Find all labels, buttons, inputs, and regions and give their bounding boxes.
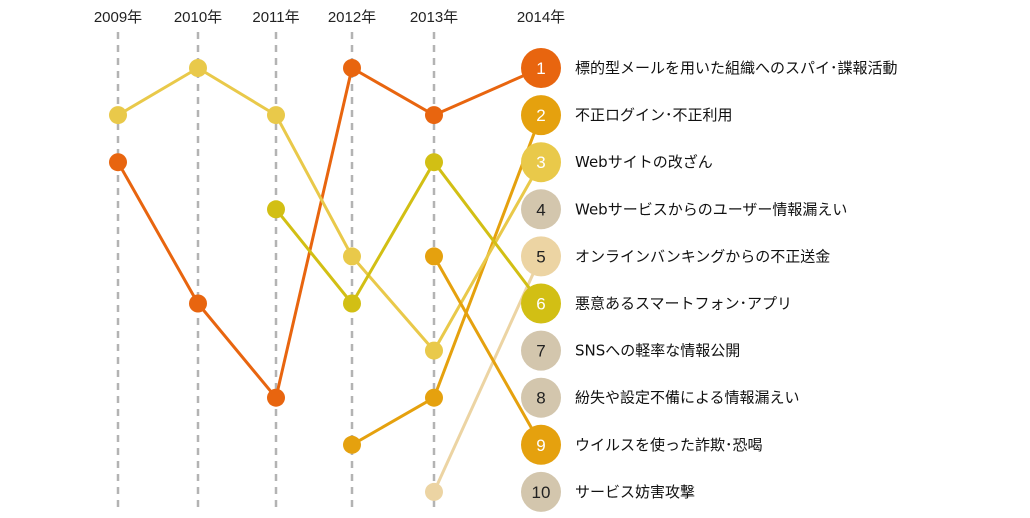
rank-label-2: 不正ログイン･不正利用 xyxy=(575,106,733,124)
point-3-2 xyxy=(267,106,285,125)
rank-badge-10 xyxy=(521,471,561,512)
series-line-1 xyxy=(116,66,543,400)
rank-label-5: オンラインバンキングからの不正送金 xyxy=(575,247,830,265)
rank-number-2: 2 xyxy=(536,106,545,125)
point-2-4 xyxy=(425,388,443,407)
point-3-1 xyxy=(189,59,207,77)
rank-label-7: SNSへの軽率な情報公開 xyxy=(575,342,740,360)
point-3-0 xyxy=(109,106,127,125)
rank-number-7: 7 xyxy=(536,342,545,361)
point-3-3 xyxy=(343,247,361,266)
rank-label-9: ウイルスを使った詐欺･恐喝 xyxy=(575,436,763,454)
rank-badge-8 xyxy=(521,377,561,418)
point-1-1 xyxy=(189,294,207,313)
rank-label-4: Webサービスからのユーザー情報漏えい xyxy=(575,200,847,218)
rank-badge-5 xyxy=(521,236,561,277)
rank-badge-7 xyxy=(521,330,561,371)
rank-badge-3 xyxy=(521,142,561,183)
rank-legend: 1 標的型メールを用いた組織へのスパイ･諜報活動 2 不正ログイン･不正利用 3 Webサ… xyxy=(521,48,898,512)
series-points xyxy=(109,59,443,501)
series-line-9 xyxy=(432,254,543,447)
rank-badge-4 xyxy=(521,189,561,230)
year-label-3: 2012年 xyxy=(328,9,376,26)
year-label-0: 2009年 xyxy=(94,9,142,26)
rank-number-6: 6 xyxy=(536,295,545,314)
rank-number-10: 10 xyxy=(532,483,551,502)
year-label-2: 2011年 xyxy=(252,9,299,26)
rank-label-3: Webサイトの改ざん xyxy=(575,153,713,171)
year-label-1: 2010年 xyxy=(174,9,222,26)
rank-number-8: 8 xyxy=(536,389,545,408)
series-line-3 xyxy=(116,66,543,353)
rank-label-10: サービス妨害攻撃 xyxy=(575,483,695,501)
rank-number-9: 9 xyxy=(536,436,545,455)
point-1-2 xyxy=(267,388,285,407)
point-3-4 xyxy=(425,341,443,360)
rank-badge-2 xyxy=(521,95,561,136)
series-line-6 xyxy=(274,160,543,305)
point-1-0 xyxy=(109,153,127,172)
point-5-4 xyxy=(425,482,443,501)
rank-label-6: 悪意あるスマートフォン･アプリ xyxy=(575,295,792,313)
point-1-4 xyxy=(425,106,443,125)
rank-badge-1 xyxy=(521,48,561,88)
year-gridlines xyxy=(116,32,436,512)
series-lines xyxy=(116,66,543,494)
rank-number-3: 3 xyxy=(536,153,545,172)
point-1-3 xyxy=(343,59,361,77)
year-label-4: 2013年 xyxy=(410,9,458,26)
rank-number-1: 1 xyxy=(536,59,545,78)
rank-label-8: 紛失や設定不備による情報漏えい xyxy=(575,389,800,407)
year-label-5: 2014年 xyxy=(517,9,565,26)
point-2-3 xyxy=(343,435,361,454)
rank-number-4: 4 xyxy=(536,200,545,219)
year-labels: 2009年 2010年 2011年 2012年 2013年 2014年 xyxy=(94,9,565,26)
rank-number-5: 5 xyxy=(536,247,545,266)
rank-badge-9 xyxy=(521,424,561,465)
point-6-2 xyxy=(267,200,285,219)
point-6-4 xyxy=(425,153,443,172)
rank-badge-6 xyxy=(521,283,561,324)
point-6-3 xyxy=(343,294,361,313)
point-9-4 xyxy=(425,247,443,266)
rank-label-1: 標的型メールを用いた組織へのスパイ･諜報活動 xyxy=(575,59,898,77)
